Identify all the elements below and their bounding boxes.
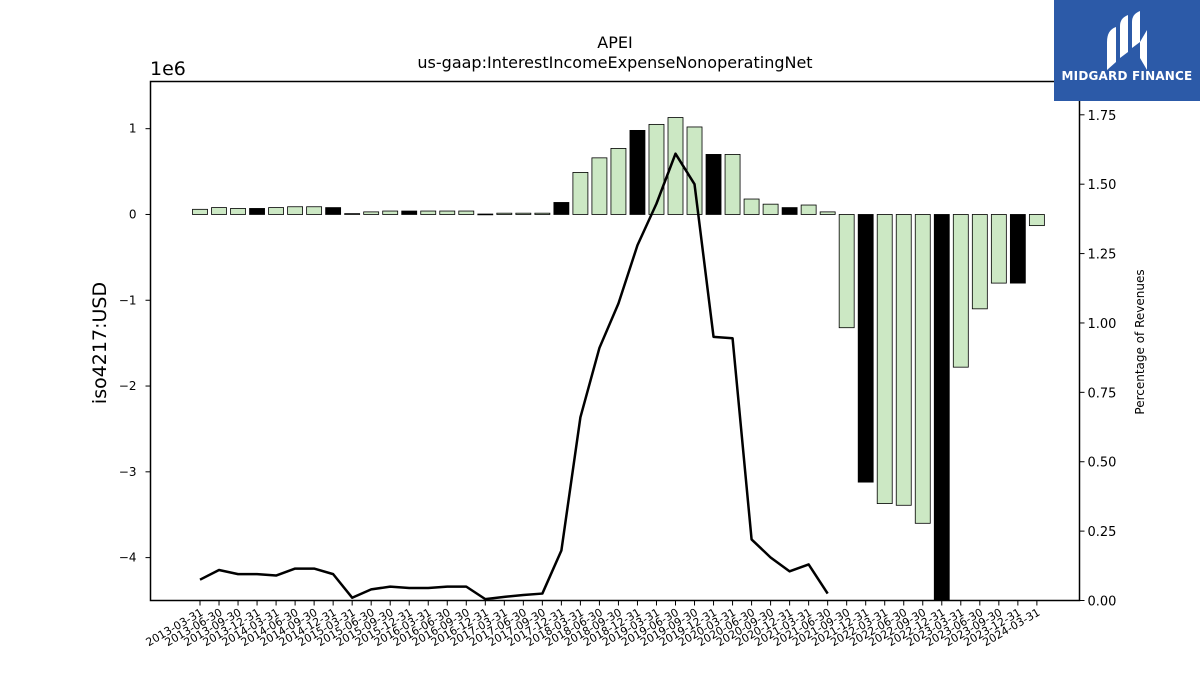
- bar-2017-12-31: [553, 202, 570, 215]
- bar-2013-09-30: [230, 208, 246, 215]
- bar-2020-06-30: [743, 198, 760, 215]
- y2-tick-label: 0.75: [1088, 386, 1117, 401]
- brand-logo: MIDGARD FINANCE: [1054, 0, 1200, 101]
- bar-2023-06-30: [971, 214, 988, 310]
- bar-2017-06-30: [515, 212, 532, 215]
- bar-2016-03-31: [420, 210, 437, 215]
- bar-2014-06-30: [287, 206, 304, 215]
- y2-axis-label: Percentage of Revenues: [1133, 269, 1147, 414]
- x-axis-ticks: 2013-03-312013-06-302013-09-302013-12-31…: [144, 600, 1042, 649]
- bar-2020-09-30: [762, 203, 779, 215]
- bar-2014-09-30: [306, 206, 323, 215]
- brand-name: MIDGARD FINANCE: [1061, 69, 1193, 83]
- bar-2022-06-30: [895, 214, 912, 506]
- midgard-m-logo-icon: [1107, 11, 1147, 70]
- y-tick-label: −4: [119, 551, 137, 565]
- bar-2021-03-31: [800, 204, 817, 215]
- y2-axis-ticks: 0.00 0.25 0.50 0.75 1.00 1.25 1.50 1.75: [1079, 109, 1117, 610]
- y2-tick-label: 0.25: [1088, 525, 1117, 540]
- y-tick-label: −1: [119, 293, 137, 307]
- bar-2022-03-31: [876, 214, 893, 504]
- y-tick-label: 0: [129, 207, 137, 221]
- chart-title: APEI: [597, 33, 632, 52]
- y-tick-label: 1: [129, 122, 137, 136]
- bar-2013-06-30: [211, 207, 227, 215]
- chart-subtitle: us-gaap:InterestIncomeExpenseNonoperatin…: [417, 53, 812, 72]
- bar-2024-03-31: [1028, 214, 1045, 227]
- y-tick-label: −3: [119, 465, 137, 479]
- bar-2015-09-30: [382, 210, 399, 215]
- bar-2015-06-30: [363, 211, 380, 215]
- bar-2023-09-30: [990, 214, 1007, 284]
- bar-2014-03-31: [268, 207, 284, 215]
- line-series: [199, 152, 829, 601]
- bar-2023-12-31: [1009, 214, 1026, 284]
- bar-2018-06-30: [591, 157, 608, 215]
- bar-2013-12-31: [249, 208, 265, 215]
- y2-tick-label: 0.00: [1088, 595, 1117, 610]
- bar-2016-06-30: [439, 210, 456, 215]
- bar-2022-12-31: [933, 214, 950, 601]
- bar-2015-03-31: [344, 213, 361, 215]
- bar-2019-09-30: [686, 126, 703, 215]
- bar-series: [192, 117, 1045, 601]
- bar-2017-09-30: [534, 212, 551, 215]
- bar-2019-12-31: [705, 154, 722, 215]
- y2-tick-label: 1.00: [1088, 317, 1117, 332]
- bar-2018-03-31: [572, 172, 589, 215]
- bar-2016-12-31: [477, 213, 494, 216]
- bar-2018-12-31: [629, 129, 646, 215]
- y2-tick-label: 1.75: [1088, 109, 1117, 124]
- bar-2015-12-31: [401, 210, 418, 215]
- bar-2020-12-31: [781, 207, 798, 215]
- bar-2016-09-30: [458, 210, 475, 215]
- bar-2022-09-30: [914, 214, 931, 524]
- bar-2023-03-31: [952, 214, 969, 368]
- plot-frame: [149, 80, 1081, 602]
- y2-tick-label: 1.50: [1088, 178, 1117, 193]
- y2-tick-label: 1.25: [1088, 248, 1117, 263]
- bar-2021-09-30: [838, 214, 855, 329]
- bar-2021-06-30: [819, 211, 836, 215]
- bar-2021-12-31: [857, 214, 874, 483]
- percentage-line: [199, 152, 829, 601]
- bar-2017-03-31: [496, 212, 513, 215]
- y-axis-ticks: 1 0 −1 −2 −3 −4: [119, 122, 151, 565]
- bar-2013-03-31: [192, 208, 208, 215]
- y-offset-label: 1e6: [150, 58, 186, 80]
- bar-2018-09-30: [610, 148, 627, 215]
- y-tick-label: −2: [119, 379, 137, 393]
- y-axis-label: iso4217:USD: [89, 282, 111, 404]
- bar-2014-12-31: [325, 207, 342, 215]
- bar-2020-03-31: [724, 154, 741, 215]
- y2-tick-label: 0.50: [1088, 456, 1117, 471]
